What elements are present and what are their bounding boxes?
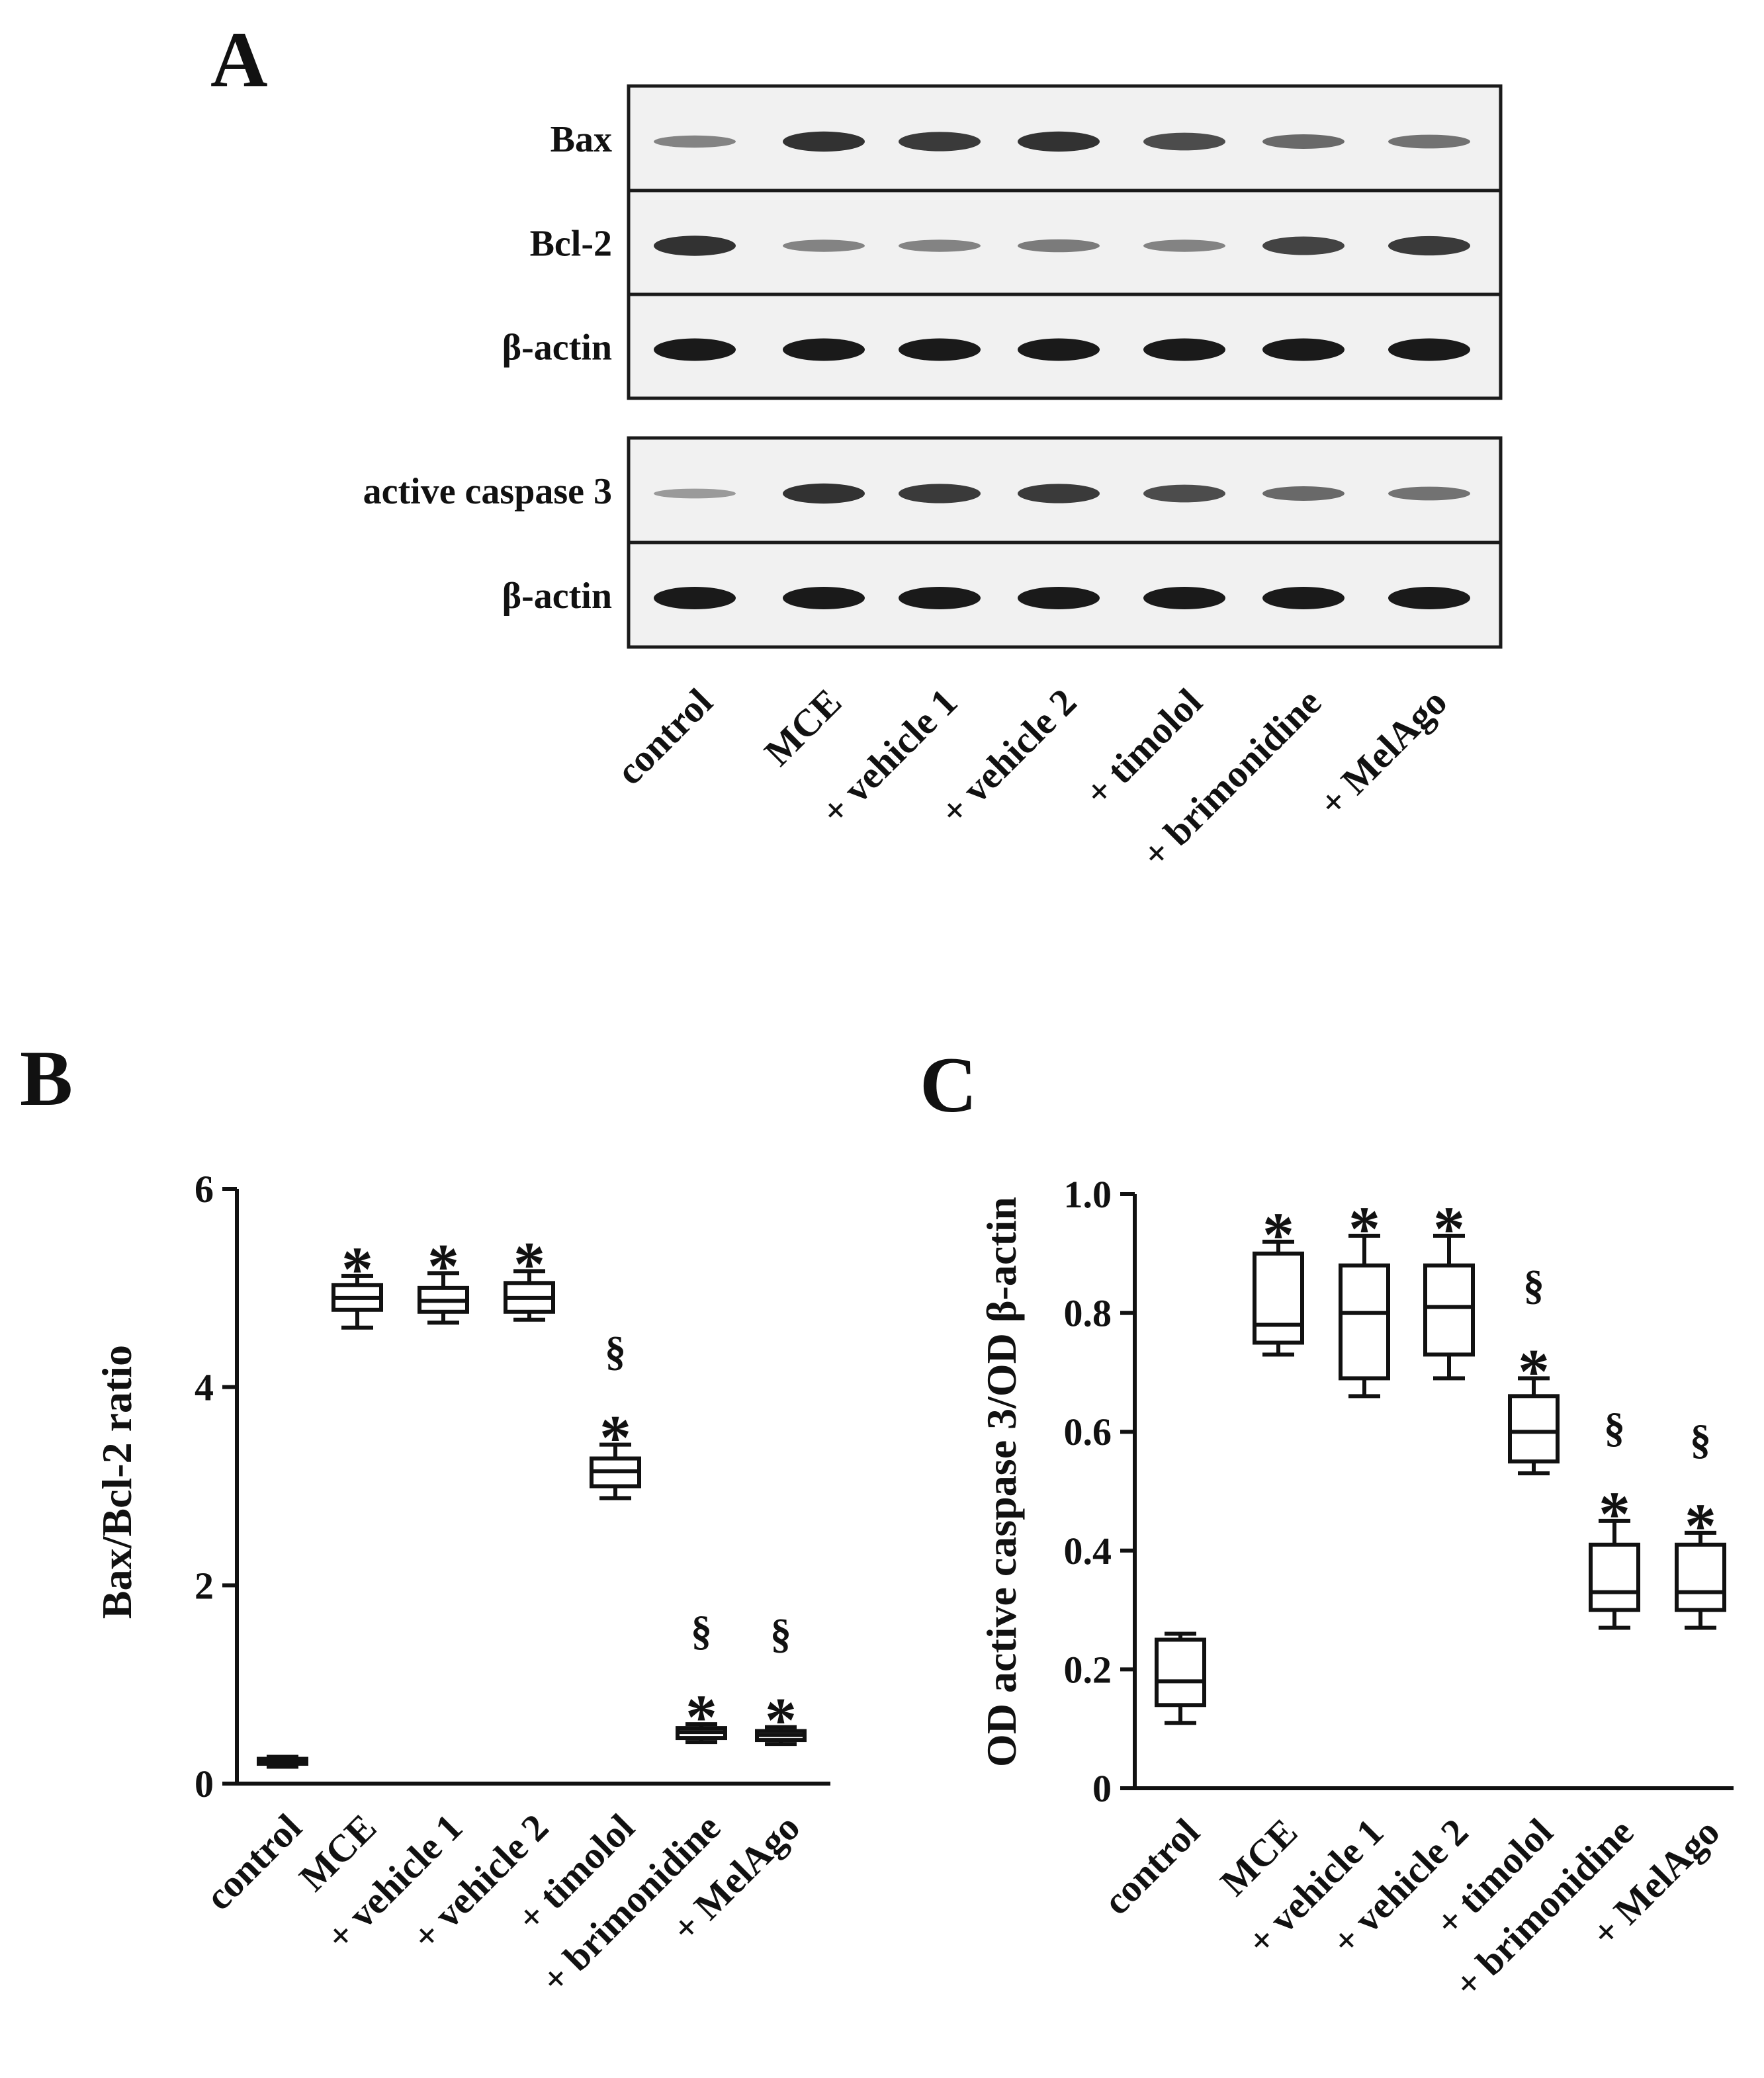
blot-label: β-actin bbox=[502, 576, 612, 617]
blot-band bbox=[783, 338, 865, 361]
significance-section: § bbox=[1604, 1404, 1625, 1451]
box-iqr bbox=[1508, 1394, 1560, 1464]
blot-band bbox=[1018, 239, 1100, 253]
blot-band bbox=[654, 338, 736, 361]
blot-band bbox=[899, 484, 981, 503]
blot-band bbox=[1388, 486, 1470, 501]
blot-band bbox=[654, 488, 736, 499]
blot-label: Bcl-2 bbox=[530, 224, 612, 265]
significance-star: * bbox=[427, 1231, 459, 1301]
blot-band bbox=[899, 587, 981, 609]
box-iqr bbox=[1675, 1542, 1726, 1612]
blot-band bbox=[1388, 134, 1470, 149]
blot-band bbox=[899, 239, 981, 252]
y-axis-title: OD active caspase 3/OD β-actin bbox=[978, 1197, 1025, 1767]
significance-star: * bbox=[1518, 1336, 1550, 1407]
significance-star: * bbox=[765, 1685, 797, 1756]
significance-star: * bbox=[599, 1403, 631, 1473]
significance-section: § bbox=[605, 1328, 626, 1375]
y-tick-label: 0 bbox=[195, 1762, 214, 1805]
blot-band bbox=[1262, 134, 1345, 149]
blot-band bbox=[654, 236, 736, 256]
blot-band bbox=[783, 587, 865, 609]
blot-band bbox=[1143, 132, 1225, 151]
blot-band bbox=[1388, 338, 1470, 361]
blot-band bbox=[1262, 587, 1345, 609]
blot-band bbox=[899, 132, 981, 152]
panel-label-c: C bbox=[920, 1041, 977, 1129]
blot-band bbox=[1018, 338, 1100, 361]
significance-star: * bbox=[1685, 1491, 1716, 1561]
blot-label: active caspase 3 bbox=[363, 471, 612, 512]
y-tick-label: 0.4 bbox=[1064, 1530, 1112, 1573]
western-blot-panel: Bax Bcl-2 β-actin active caspase 3 β-actin co… bbox=[363, 84, 1503, 876]
significance-section: § bbox=[1690, 1416, 1711, 1463]
significance-star: * bbox=[1348, 1193, 1380, 1264]
y-tick-label: 0.2 bbox=[1064, 1648, 1112, 1691]
blot-band bbox=[1018, 484, 1100, 503]
y-tick-label: 0.6 bbox=[1064, 1410, 1112, 1453]
y-tick-label: 0.8 bbox=[1064, 1292, 1112, 1335]
blot-band bbox=[1262, 236, 1345, 255]
box-iqr bbox=[1589, 1542, 1640, 1612]
blot-band bbox=[783, 131, 865, 152]
blot-band bbox=[783, 239, 865, 252]
y-tick-label: 6 bbox=[195, 1168, 214, 1211]
significance-section: § bbox=[770, 1610, 791, 1657]
blot-lane-label: MCE bbox=[756, 680, 850, 774]
blot-band bbox=[1262, 486, 1345, 501]
y-axis-title: Bax/Bcl-2 ratio bbox=[93, 1345, 140, 1619]
y-tick-label: 1.0 bbox=[1064, 1173, 1112, 1216]
significance-section: § bbox=[1523, 1261, 1544, 1308]
y-tick-label: 4 bbox=[195, 1366, 214, 1409]
blot-band bbox=[899, 338, 981, 361]
blot-band bbox=[1388, 236, 1470, 256]
blot-lane-label: control bbox=[608, 680, 721, 793]
significance-star: * bbox=[1433, 1193, 1465, 1264]
x-tick-label: control bbox=[197, 1805, 310, 1919]
blot-band bbox=[1018, 587, 1100, 609]
y-tick-label: 0 bbox=[1092, 1767, 1112, 1810]
significance-star: * bbox=[341, 1234, 373, 1305]
blot-label: Bax bbox=[551, 119, 612, 160]
box-iqr bbox=[1423, 1263, 1475, 1357]
box-iqr bbox=[1155, 1637, 1206, 1708]
panel-label-b: B bbox=[20, 1034, 73, 1122]
blot-band bbox=[1143, 587, 1225, 609]
blot-band bbox=[1143, 239, 1225, 252]
blot-lane-label: + MelAgo bbox=[1311, 680, 1456, 825]
blot-band bbox=[654, 587, 736, 609]
panel-label-a: A bbox=[210, 15, 268, 103]
significance-star: * bbox=[1262, 1199, 1294, 1270]
significance-star: * bbox=[513, 1229, 545, 1299]
blot-band bbox=[783, 483, 865, 504]
blot-band bbox=[654, 135, 736, 148]
y-tick-label: 2 bbox=[195, 1564, 214, 1607]
blot-band bbox=[1143, 338, 1225, 361]
blot-band bbox=[1388, 587, 1470, 609]
blot-label: β-actin bbox=[502, 327, 612, 368]
box-iqr bbox=[1339, 1263, 1390, 1381]
blot-band bbox=[1262, 338, 1345, 361]
box-iqr bbox=[1253, 1251, 1304, 1345]
significance-section: § bbox=[691, 1607, 712, 1654]
significance-star: * bbox=[685, 1682, 717, 1753]
blot-band bbox=[1143, 484, 1225, 503]
chart-c-active-caspase3: 0 0.2 0.4 0.6 0.8 1.0 OD active caspase 3/OD β… bbox=[978, 1173, 1734, 2006]
significance-star: * bbox=[1599, 1479, 1630, 1549]
x-tick-label: control bbox=[1095, 1810, 1208, 1923]
blot-band bbox=[1018, 131, 1100, 152]
